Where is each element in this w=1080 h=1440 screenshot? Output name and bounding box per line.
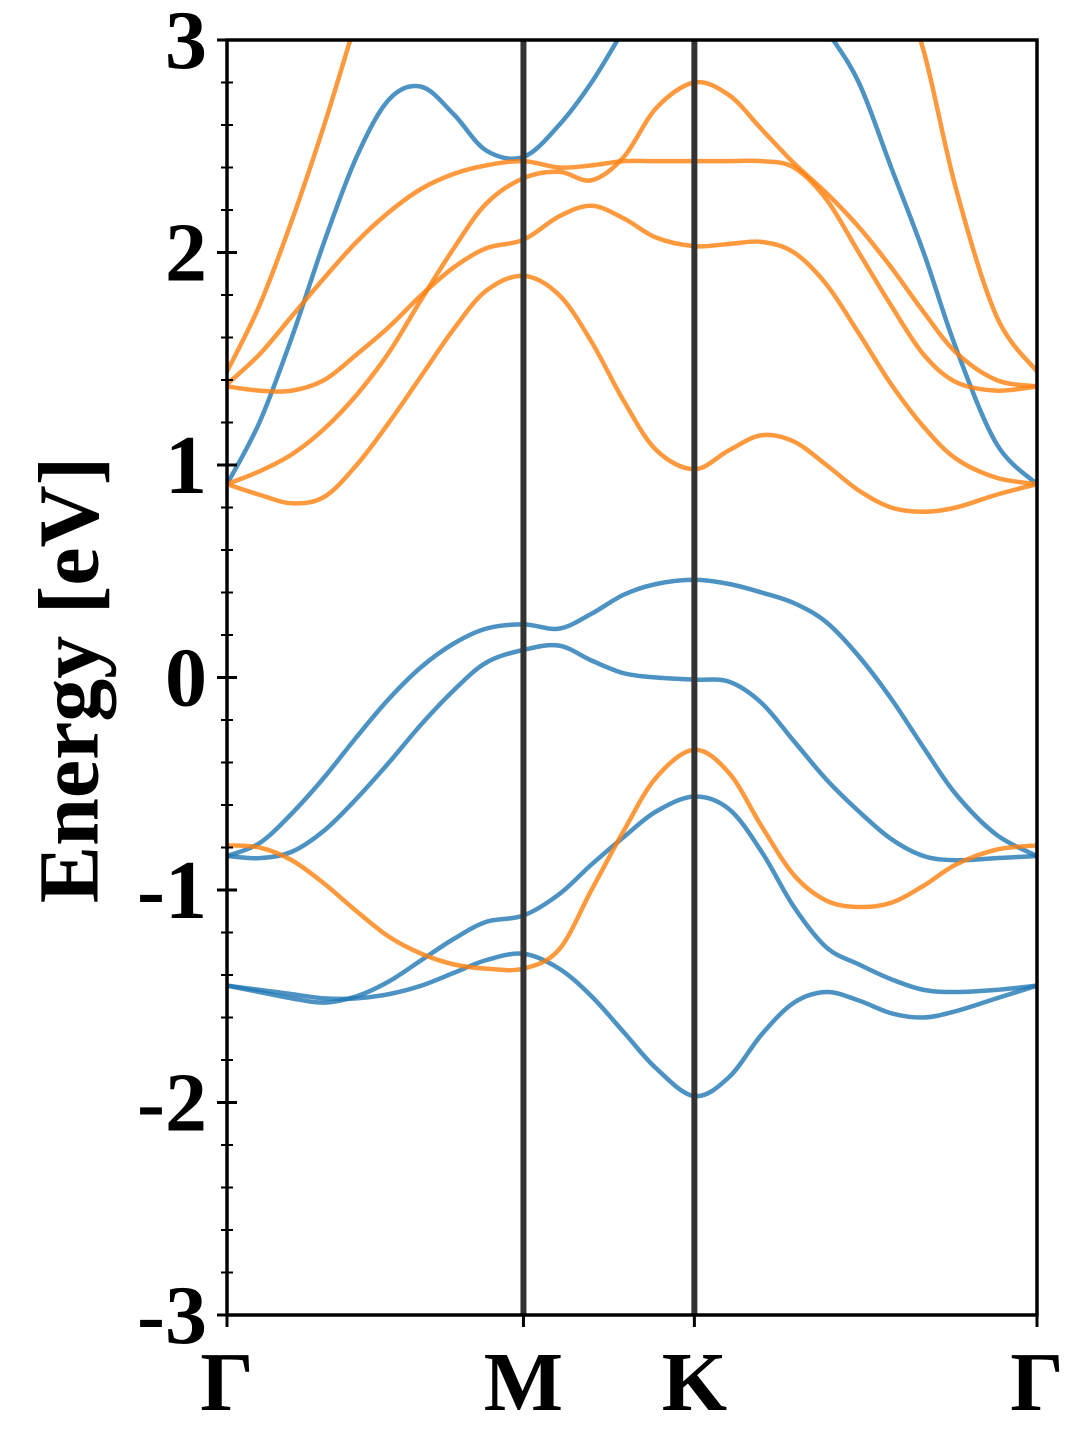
band-line xyxy=(918,40,1037,374)
x-tick-label: Γ xyxy=(200,1336,253,1429)
band-line xyxy=(227,794,1037,1005)
y-axis-label: Energy [eV] xyxy=(21,457,117,904)
x-tick-label: Γ xyxy=(1010,1336,1063,1429)
band-line xyxy=(227,642,1037,863)
band-line xyxy=(227,747,1037,973)
band-line xyxy=(227,203,1037,487)
y-tick-label: -2 xyxy=(137,1057,207,1150)
y-tick-label: -1 xyxy=(137,844,207,937)
y-tick-label: 0 xyxy=(165,632,207,725)
y-tick-label: 2 xyxy=(165,207,207,300)
band-line xyxy=(227,158,1037,393)
band-line xyxy=(227,577,1037,859)
y-tick-label: 1 xyxy=(165,419,207,512)
plot-area xyxy=(227,40,1037,1099)
band-line xyxy=(227,40,353,374)
band-line xyxy=(227,79,1037,487)
x-tick-label: M xyxy=(484,1336,563,1429)
y-tick-label: 3 xyxy=(165,0,207,87)
y-tick-label: -3 xyxy=(137,1269,207,1362)
x-tick-label: K xyxy=(662,1336,727,1429)
band-line xyxy=(227,40,1037,487)
band-line xyxy=(227,273,1037,514)
band-line xyxy=(227,951,1037,1099)
